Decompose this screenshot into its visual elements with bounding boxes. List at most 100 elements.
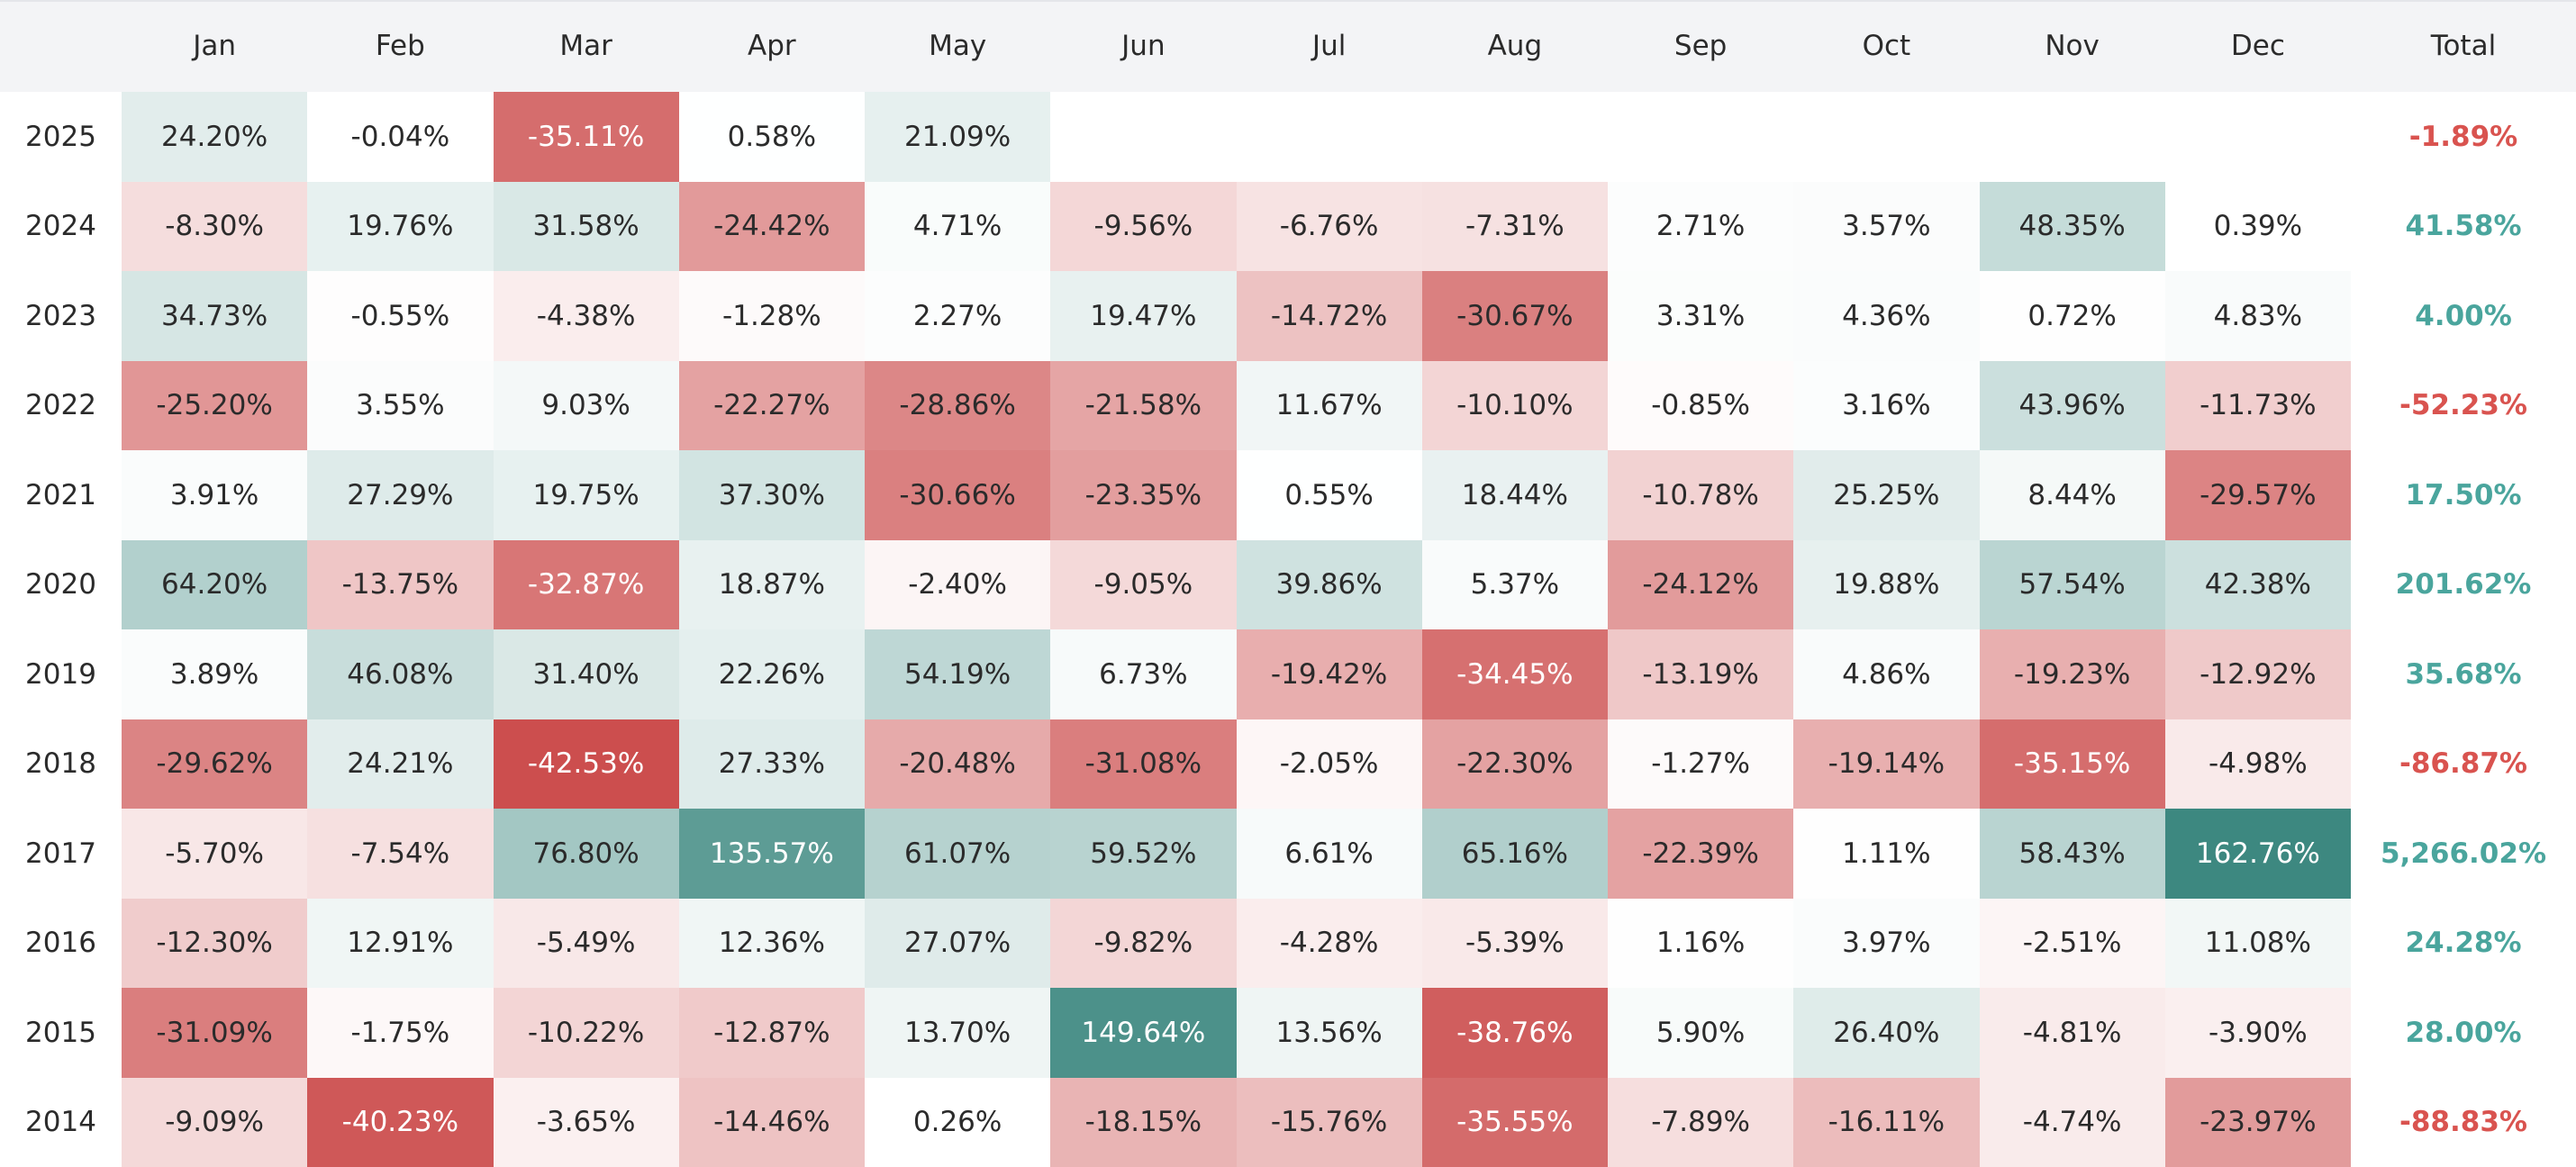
return-cell: 26.40% — [1793, 988, 1980, 1078]
return-cell: 39.86% — [1236, 539, 1422, 629]
return-cell: -38.76% — [1421, 988, 1608, 1078]
return-cell: 1.16% — [1608, 898, 1794, 988]
total-cell: 201.62% — [2395, 568, 2532, 602]
return-cell: -24.42% — [678, 181, 865, 271]
return-cell: 76.80% — [493, 809, 679, 899]
return-cell: 42.38% — [2164, 539, 2351, 629]
return-cell: 3.89% — [122, 629, 308, 719]
return-cell: 6.61% — [1236, 809, 1422, 899]
return-cell: 9.03% — [493, 360, 679, 450]
return-cell: 3.91% — [122, 450, 308, 540]
return-cell: 0.55% — [1236, 450, 1422, 540]
total-cell: 24.28% — [2405, 927, 2522, 960]
return-cell: -0.55% — [307, 271, 494, 361]
total-cell: -86.87% — [2399, 747, 2527, 781]
return-cell: -29.57% — [2164, 450, 2351, 540]
return-cell: -9.56% — [1050, 181, 1237, 271]
return-cell: -8.30% — [122, 181, 308, 271]
return-cell: 31.40% — [493, 629, 679, 719]
return-cell: 0.58% — [678, 92, 865, 182]
return-cell: -6.76% — [1236, 181, 1422, 271]
return-cell: 0.72% — [1979, 271, 2165, 361]
return-cell: -35.15% — [1979, 719, 2165, 809]
return-cell: 61.07% — [865, 809, 1051, 899]
return-cell: 3.57% — [1793, 181, 1980, 271]
column-header: Nov — [2045, 30, 2100, 62]
return-cell: -19.23% — [1979, 629, 2165, 719]
year-label: 2015 — [25, 1016, 96, 1049]
return-cell: -0.04% — [307, 92, 494, 182]
year-label: 2017 — [25, 837, 96, 870]
return-cell: -9.05% — [1050, 539, 1237, 629]
return-cell: 27.29% — [307, 450, 494, 540]
return-cell: 5.90% — [1608, 988, 1794, 1078]
return-cell: 27.33% — [678, 719, 865, 809]
return-cell: -16.11% — [1793, 1077, 1980, 1167]
total-cell: 4.00% — [2415, 299, 2512, 332]
return-cell: -25.20% — [122, 360, 308, 450]
return-cell: 4.36% — [1793, 271, 1980, 361]
year-label: 2016 — [25, 927, 96, 960]
return-cell: -40.23% — [307, 1077, 494, 1167]
return-cell: -19.14% — [1793, 719, 1980, 809]
return-cell: -22.39% — [1608, 809, 1794, 899]
return-cell: -22.30% — [1421, 719, 1608, 809]
return-cell: 135.57% — [678, 809, 865, 899]
return-cell: -18.15% — [1050, 1077, 1237, 1167]
return-cell: -32.87% — [493, 539, 679, 629]
return-cell: -12.30% — [122, 898, 308, 988]
return-cell: -2.51% — [1979, 898, 2165, 988]
return-cell: 1.11% — [1793, 809, 1980, 899]
return-cell: -9.09% — [122, 1077, 308, 1167]
return-cell: 162.76% — [2164, 809, 2351, 899]
return-cell: -4.98% — [2164, 719, 2351, 809]
return-cell: 64.20% — [122, 539, 308, 629]
column-header: Feb — [375, 30, 425, 62]
return-cell: -12.87% — [678, 988, 865, 1078]
return-cell: 43.96% — [1979, 360, 2165, 450]
return-cell: -7.54% — [307, 809, 494, 899]
return-cell: -0.85% — [1608, 360, 1794, 450]
year-label: 2020 — [25, 568, 96, 602]
return-cell: -34.45% — [1421, 629, 1608, 719]
return-cell: -31.08% — [1050, 719, 1237, 809]
return-cell: 48.35% — [1979, 181, 2165, 271]
return-cell: 11.67% — [1236, 360, 1422, 450]
column-header: Sep — [1673, 30, 1728, 62]
return-cell: -19.42% — [1236, 629, 1422, 719]
column-header: Jun — [1121, 30, 1166, 62]
return-cell: -4.81% — [1979, 988, 2165, 1078]
return-cell: 19.75% — [493, 450, 679, 540]
return-cell: 25.25% — [1793, 450, 1980, 540]
return-cell: 3.31% — [1608, 271, 1794, 361]
column-header: May — [929, 30, 987, 62]
return-cell: 6.73% — [1050, 629, 1237, 719]
return-cell: 13.70% — [865, 988, 1051, 1078]
return-cell: 3.55% — [307, 360, 494, 450]
return-cell: -1.75% — [307, 988, 494, 1078]
column-header: Aug — [1487, 30, 1543, 62]
total-cell: 17.50% — [2405, 478, 2522, 511]
return-cell: -15.76% — [1236, 1077, 1422, 1167]
return-cell: 19.76% — [307, 181, 494, 271]
return-cell: -14.72% — [1236, 271, 1422, 361]
return-cell: -22.27% — [678, 360, 865, 450]
year-label: 2024 — [25, 210, 96, 243]
return-cell: 4.71% — [865, 181, 1051, 271]
return-cell: -23.35% — [1050, 450, 1237, 540]
return-cell: -42.53% — [493, 719, 679, 809]
total-cell: 28.00% — [2405, 1016, 2522, 1049]
return-cell: 24.21% — [307, 719, 494, 809]
return-cell: -35.55% — [1421, 1077, 1608, 1167]
return-cell: 5.37% — [1421, 539, 1608, 629]
return-cell: -30.66% — [865, 450, 1051, 540]
return-cell: 19.47% — [1050, 271, 1237, 361]
year-label: 2019 — [25, 657, 96, 691]
return-cell: 58.43% — [1979, 809, 2165, 899]
return-cell: 8.44% — [1979, 450, 2165, 540]
return-cell: -20.48% — [865, 719, 1051, 809]
return-cell: 27.07% — [865, 898, 1051, 988]
total-cell: 35.68% — [2405, 657, 2522, 691]
return-cell: 13.56% — [1236, 988, 1422, 1078]
